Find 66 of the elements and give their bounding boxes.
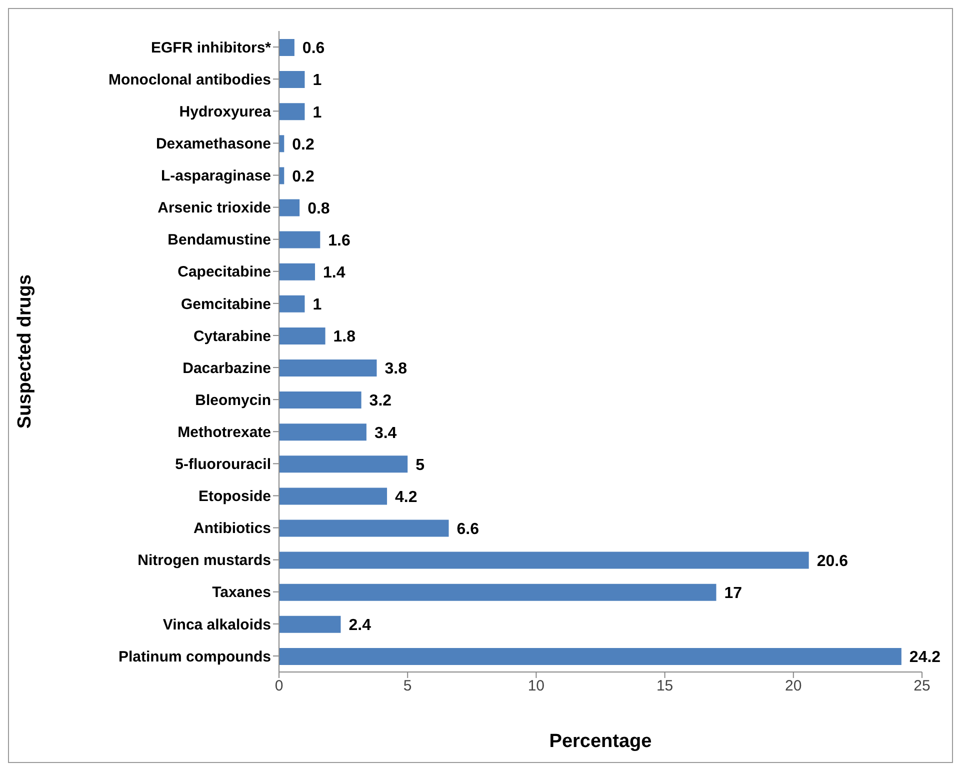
bar bbox=[279, 263, 316, 280]
data-label: 3.2 bbox=[369, 392, 392, 410]
bar bbox=[279, 392, 362, 409]
bar bbox=[279, 552, 809, 569]
y-axis-title: Suspected drugs bbox=[14, 274, 36, 429]
y-tick-label: Methotrexate bbox=[178, 424, 271, 441]
bar bbox=[279, 648, 902, 665]
y-tick-label: Etoposide bbox=[198, 488, 271, 506]
bar bbox=[279, 103, 305, 120]
y-tick-label: Taxanes bbox=[212, 584, 271, 602]
y-tick-label: Platinum compounds bbox=[118, 648, 271, 666]
data-label: 3.4 bbox=[374, 424, 397, 442]
y-tick-label: Hydroxyurea bbox=[179, 103, 272, 120]
y-tick-label: 5-fluorouracil bbox=[175, 456, 271, 473]
bar bbox=[279, 39, 294, 56]
bar bbox=[279, 360, 377, 376]
bar bbox=[279, 199, 300, 216]
data-label: 20.6 bbox=[816, 552, 848, 570]
data-label: 6.6 bbox=[456, 520, 480, 538]
data-label: 1.8 bbox=[333, 328, 356, 346]
bar bbox=[279, 295, 305, 312]
data-label: 1 bbox=[312, 296, 322, 314]
data-label: 1 bbox=[312, 104, 322, 122]
y-tick-label: Bleomycin bbox=[195, 392, 271, 409]
bar bbox=[279, 327, 326, 344]
y-tick-label: Nitrogen mustards bbox=[138, 552, 271, 570]
x-tick-label: 20 bbox=[785, 678, 802, 695]
y-tick-label: Dacarbazine bbox=[182, 360, 271, 377]
y-tick-label: Dexamethasone bbox=[156, 136, 271, 152]
bar bbox=[279, 520, 449, 537]
y-tick-label: Bendamustine bbox=[168, 232, 271, 249]
y-tick-label: EGFR inhibitors* bbox=[151, 39, 272, 56]
y-tick-label: Antibiotics bbox=[194, 520, 271, 538]
bar bbox=[279, 456, 408, 473]
data-label: 0.2 bbox=[292, 136, 314, 154]
data-label: 4.2 bbox=[395, 488, 418, 506]
bar bbox=[279, 584, 716, 601]
data-label: 24.2 bbox=[909, 649, 941, 666]
data-label: 1.6 bbox=[328, 232, 350, 250]
y-tick-label: Monoclonal antibodies bbox=[108, 71, 271, 88]
data-label: 5 bbox=[416, 456, 425, 474]
x-tick-label: 25 bbox=[914, 678, 930, 695]
data-label: 17 bbox=[724, 585, 742, 602]
y-tick-label: Vinca alkaloids bbox=[162, 616, 271, 634]
bar bbox=[279, 488, 388, 505]
y-tick-label: Gemcitabine bbox=[180, 296, 271, 313]
y-tick-label: Cytarabine bbox=[193, 328, 271, 345]
x-axis-title: Percentage bbox=[549, 731, 652, 752]
y-tick-label: Capecitabine bbox=[178, 264, 271, 281]
data-label: 1 bbox=[312, 72, 322, 90]
data-label: 0.2 bbox=[292, 168, 314, 186]
bar bbox=[279, 231, 320, 248]
data-label: 1.4 bbox=[323, 264, 346, 282]
bar bbox=[279, 616, 341, 633]
bar bbox=[279, 71, 305, 88]
y-tick-label: Arsenic trioxide bbox=[158, 200, 271, 217]
bar bbox=[279, 424, 366, 441]
x-tick-label: 15 bbox=[656, 678, 674, 695]
x-tick-label: 0 bbox=[274, 678, 284, 695]
data-label: 0.8 bbox=[308, 200, 330, 218]
data-label: 3.8 bbox=[384, 360, 408, 378]
data-label: 2.4 bbox=[348, 617, 372, 634]
x-tick-label: 10 bbox=[528, 678, 545, 695]
x-tick-label: 5 bbox=[403, 678, 412, 695]
data-label: 0.6 bbox=[302, 40, 325, 58]
y-tick-label: L-asparaginase bbox=[160, 168, 271, 185]
